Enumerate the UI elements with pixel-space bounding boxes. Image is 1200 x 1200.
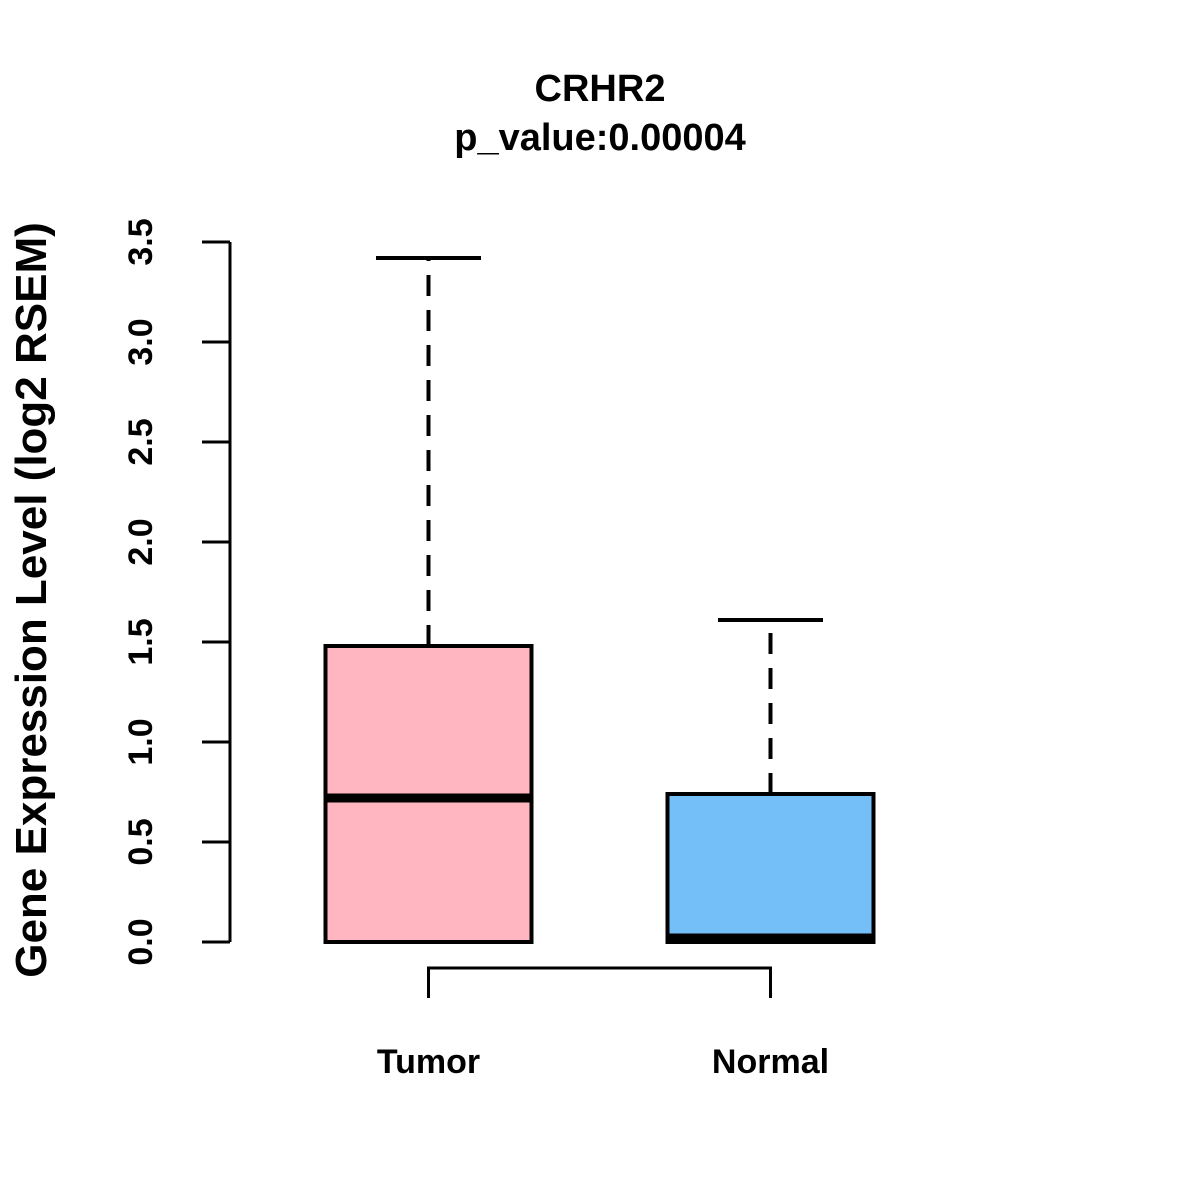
x-axis-label-normal: Normal bbox=[712, 1043, 829, 1081]
box-group-normal bbox=[665, 618, 876, 944]
y-tick-label: 1.5 bbox=[122, 618, 160, 665]
boxes bbox=[323, 256, 876, 944]
y-axis-title: Gene Expression Level (log2 RSEM) bbox=[7, 222, 56, 978]
y-tick-label: 2.5 bbox=[122, 418, 160, 465]
box-group-tumor bbox=[323, 256, 534, 944]
iqr-box-normal bbox=[665, 792, 876, 944]
y-tick-label: 3.5 bbox=[122, 218, 160, 265]
comparison-bracket bbox=[427, 966, 772, 998]
y-tick-label: 2.0 bbox=[122, 518, 160, 565]
y-tick-label: 0.0 bbox=[122, 918, 160, 965]
chart-subtitle: p_value:0.00004 bbox=[454, 117, 746, 159]
x-axis-label-tumor: Tumor bbox=[377, 1043, 480, 1081]
y-tick-label: 0.5 bbox=[122, 818, 160, 865]
y-tick-label: 3.0 bbox=[122, 318, 160, 365]
significance-bracket bbox=[427, 966, 772, 998]
y-tick-label: 1.0 bbox=[122, 718, 160, 765]
chart-title: CRHR2 bbox=[535, 68, 666, 110]
y-axis: 0.0 0.5 1.0 1.5 2.0 2.5 3.0 3.5 bbox=[122, 218, 232, 966]
x-axis-labels: Tumor Normal bbox=[377, 1043, 829, 1081]
